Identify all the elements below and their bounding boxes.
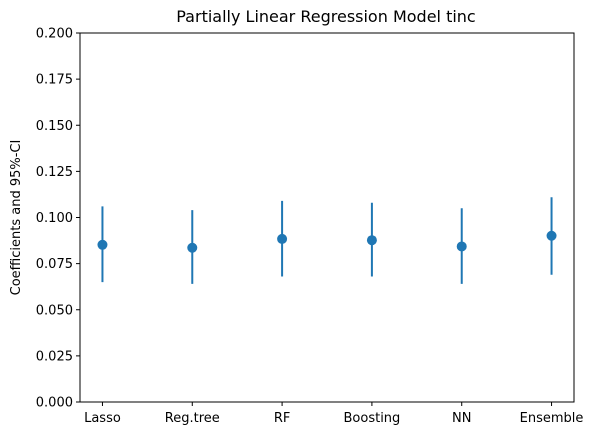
- coefficient-point: [546, 230, 557, 241]
- x-tick-label: Lasso: [84, 411, 121, 426]
- x-tick-label: Boosting: [344, 411, 401, 426]
- y-axis: 0.000 0.025 0.050 0.075 0.100 0.125 0.150 0.175…: [36, 27, 80, 411]
- y-tick-label: 0.125: [36, 165, 73, 180]
- x-tick-label: Reg.tree: [165, 411, 220, 426]
- coefficient-point: [366, 235, 377, 246]
- plot-marks: [97, 197, 557, 284]
- x-tick-label: NN: [452, 411, 471, 426]
- y-tick-label: 0.050: [36, 303, 73, 318]
- x-tick-label: RF: [274, 411, 291, 426]
- y-axis-label: Coefficients and 95%-CI: [9, 140, 24, 296]
- x-tick-label: Ensemble: [520, 411, 584, 426]
- y-tick-label: 0.175: [36, 73, 73, 88]
- coefficient-point: [187, 242, 198, 253]
- y-tick-label: 0.000: [36, 396, 73, 411]
- y-tick-label: 0.025: [36, 349, 73, 364]
- y-tick-label: 0.075: [36, 257, 73, 272]
- y-tick-label: 0.100: [36, 211, 73, 226]
- y-tick-label: 0.150: [36, 119, 73, 134]
- chart-title: Partially Linear Regression Model tinc: [176, 7, 475, 26]
- coefficient-point: [277, 233, 288, 244]
- coefficient-point: [97, 239, 108, 250]
- plot-frame: [79, 32, 575, 403]
- coefficient-point: [456, 241, 467, 252]
- y-tick-label: 0.200: [36, 27, 73, 42]
- x-axis: Lasso Reg.tree RF Boosting NN Ensemble: [84, 402, 583, 426]
